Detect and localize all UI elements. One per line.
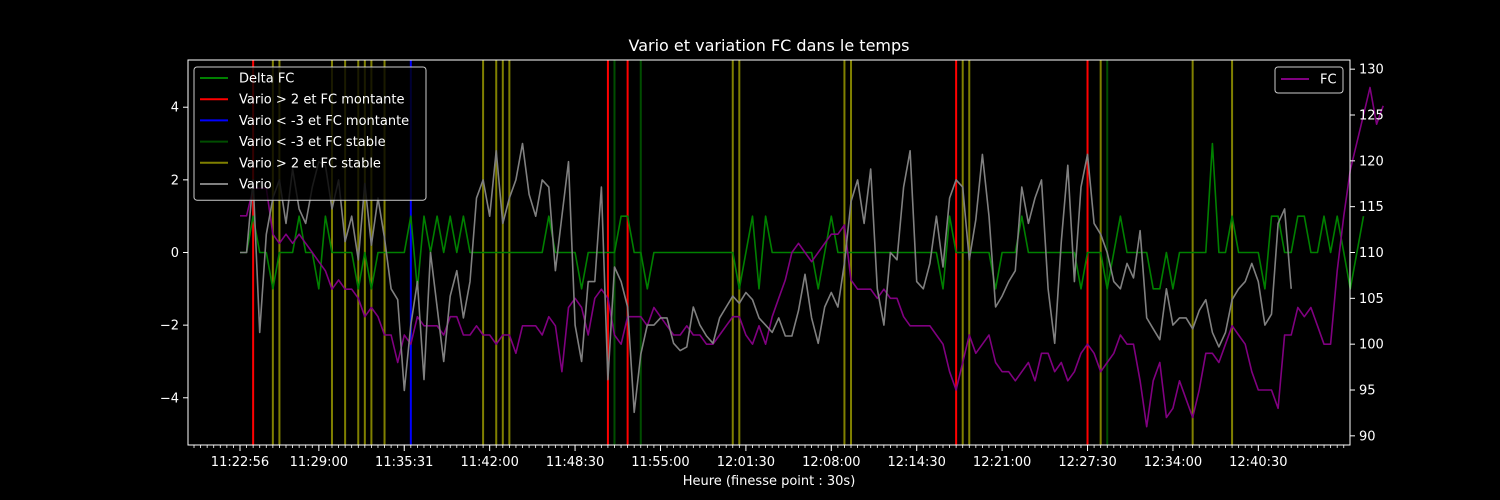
series-line-delta-fc bbox=[240, 142, 1365, 290]
chart-title: Vario et variation FC dans le temps bbox=[629, 36, 910, 55]
series-line-vario bbox=[240, 142, 1292, 414]
y-left-tick-label: −4 bbox=[160, 391, 179, 406]
series-layer bbox=[240, 86, 1384, 428]
y-right-tick-label: 130 bbox=[1359, 63, 1384, 78]
legend-label: Vario < -3 et FC stable bbox=[239, 135, 386, 150]
y-right-tick-label: 125 bbox=[1359, 109, 1384, 124]
y-left-tick-label: 0 bbox=[171, 246, 179, 261]
y-right-tick-label: 110 bbox=[1359, 246, 1384, 261]
x-tick-label: 12:01:30 bbox=[717, 455, 775, 470]
legend-label: FC bbox=[1320, 73, 1337, 88]
x-tick-label: 11:48:30 bbox=[546, 455, 604, 470]
legend-label: Vario < -3 et FC montante bbox=[239, 114, 409, 129]
y-right-tick-label: 105 bbox=[1359, 292, 1384, 307]
x-tick-label: 11:35:31 bbox=[375, 455, 433, 470]
x-tick-label: 12:40:30 bbox=[1229, 455, 1287, 470]
x-tick-label: 12:14:30 bbox=[888, 455, 946, 470]
y-right-tick-label: 100 bbox=[1359, 338, 1384, 353]
x-tick-label: 12:27:30 bbox=[1058, 455, 1116, 470]
x-tick-label: 12:08:00 bbox=[802, 455, 860, 470]
y-right-tick-label: 95 bbox=[1359, 384, 1376, 399]
y-right-tick-label: 120 bbox=[1359, 154, 1384, 169]
legend-label: Delta FC bbox=[239, 72, 294, 87]
series-line-fc bbox=[240, 86, 1384, 428]
legend-label: Vario > 2 et FC stable bbox=[239, 156, 381, 171]
y-right-tick-label: 115 bbox=[1359, 200, 1384, 215]
legend-label: Vario > 2 et FC montante bbox=[239, 93, 405, 108]
y-left-axis-ticks: −4 −2 0 2 4 bbox=[160, 101, 188, 406]
x-tick-label: 11:22:56 bbox=[211, 455, 269, 470]
x-axis-label: Heure (finesse point : 30s) bbox=[683, 474, 856, 489]
legend-box bbox=[193, 66, 427, 201]
legend-right: FC bbox=[1274, 66, 1344, 94]
legend-label: Vario bbox=[239, 178, 272, 193]
x-tick-label: 12:34:00 bbox=[1144, 455, 1202, 470]
y-left-tick-label: −2 bbox=[160, 319, 179, 334]
x-axis-ticks: 11:22:56 11:29:00 11:35:31 11:42:00 11:48:30… bbox=[193, 445, 1345, 470]
x-tick-label: 11:55:00 bbox=[631, 455, 689, 470]
x-tick-label: 12:21:00 bbox=[973, 455, 1031, 470]
x-tick-label: 11:29:00 bbox=[290, 455, 348, 470]
y-left-tick-label: 4 bbox=[171, 101, 179, 116]
y-right-tick-label: 90 bbox=[1359, 429, 1376, 444]
x-tick-label: 11:42:00 bbox=[460, 455, 518, 470]
y-left-tick-label: 2 bbox=[171, 173, 179, 188]
legend-left: Delta FC Vario > 2 et FC montante Vario < … bbox=[193, 66, 427, 201]
y-right-axis-ticks: 90 95 100 105 110 115 120 125 130 bbox=[1350, 63, 1384, 444]
